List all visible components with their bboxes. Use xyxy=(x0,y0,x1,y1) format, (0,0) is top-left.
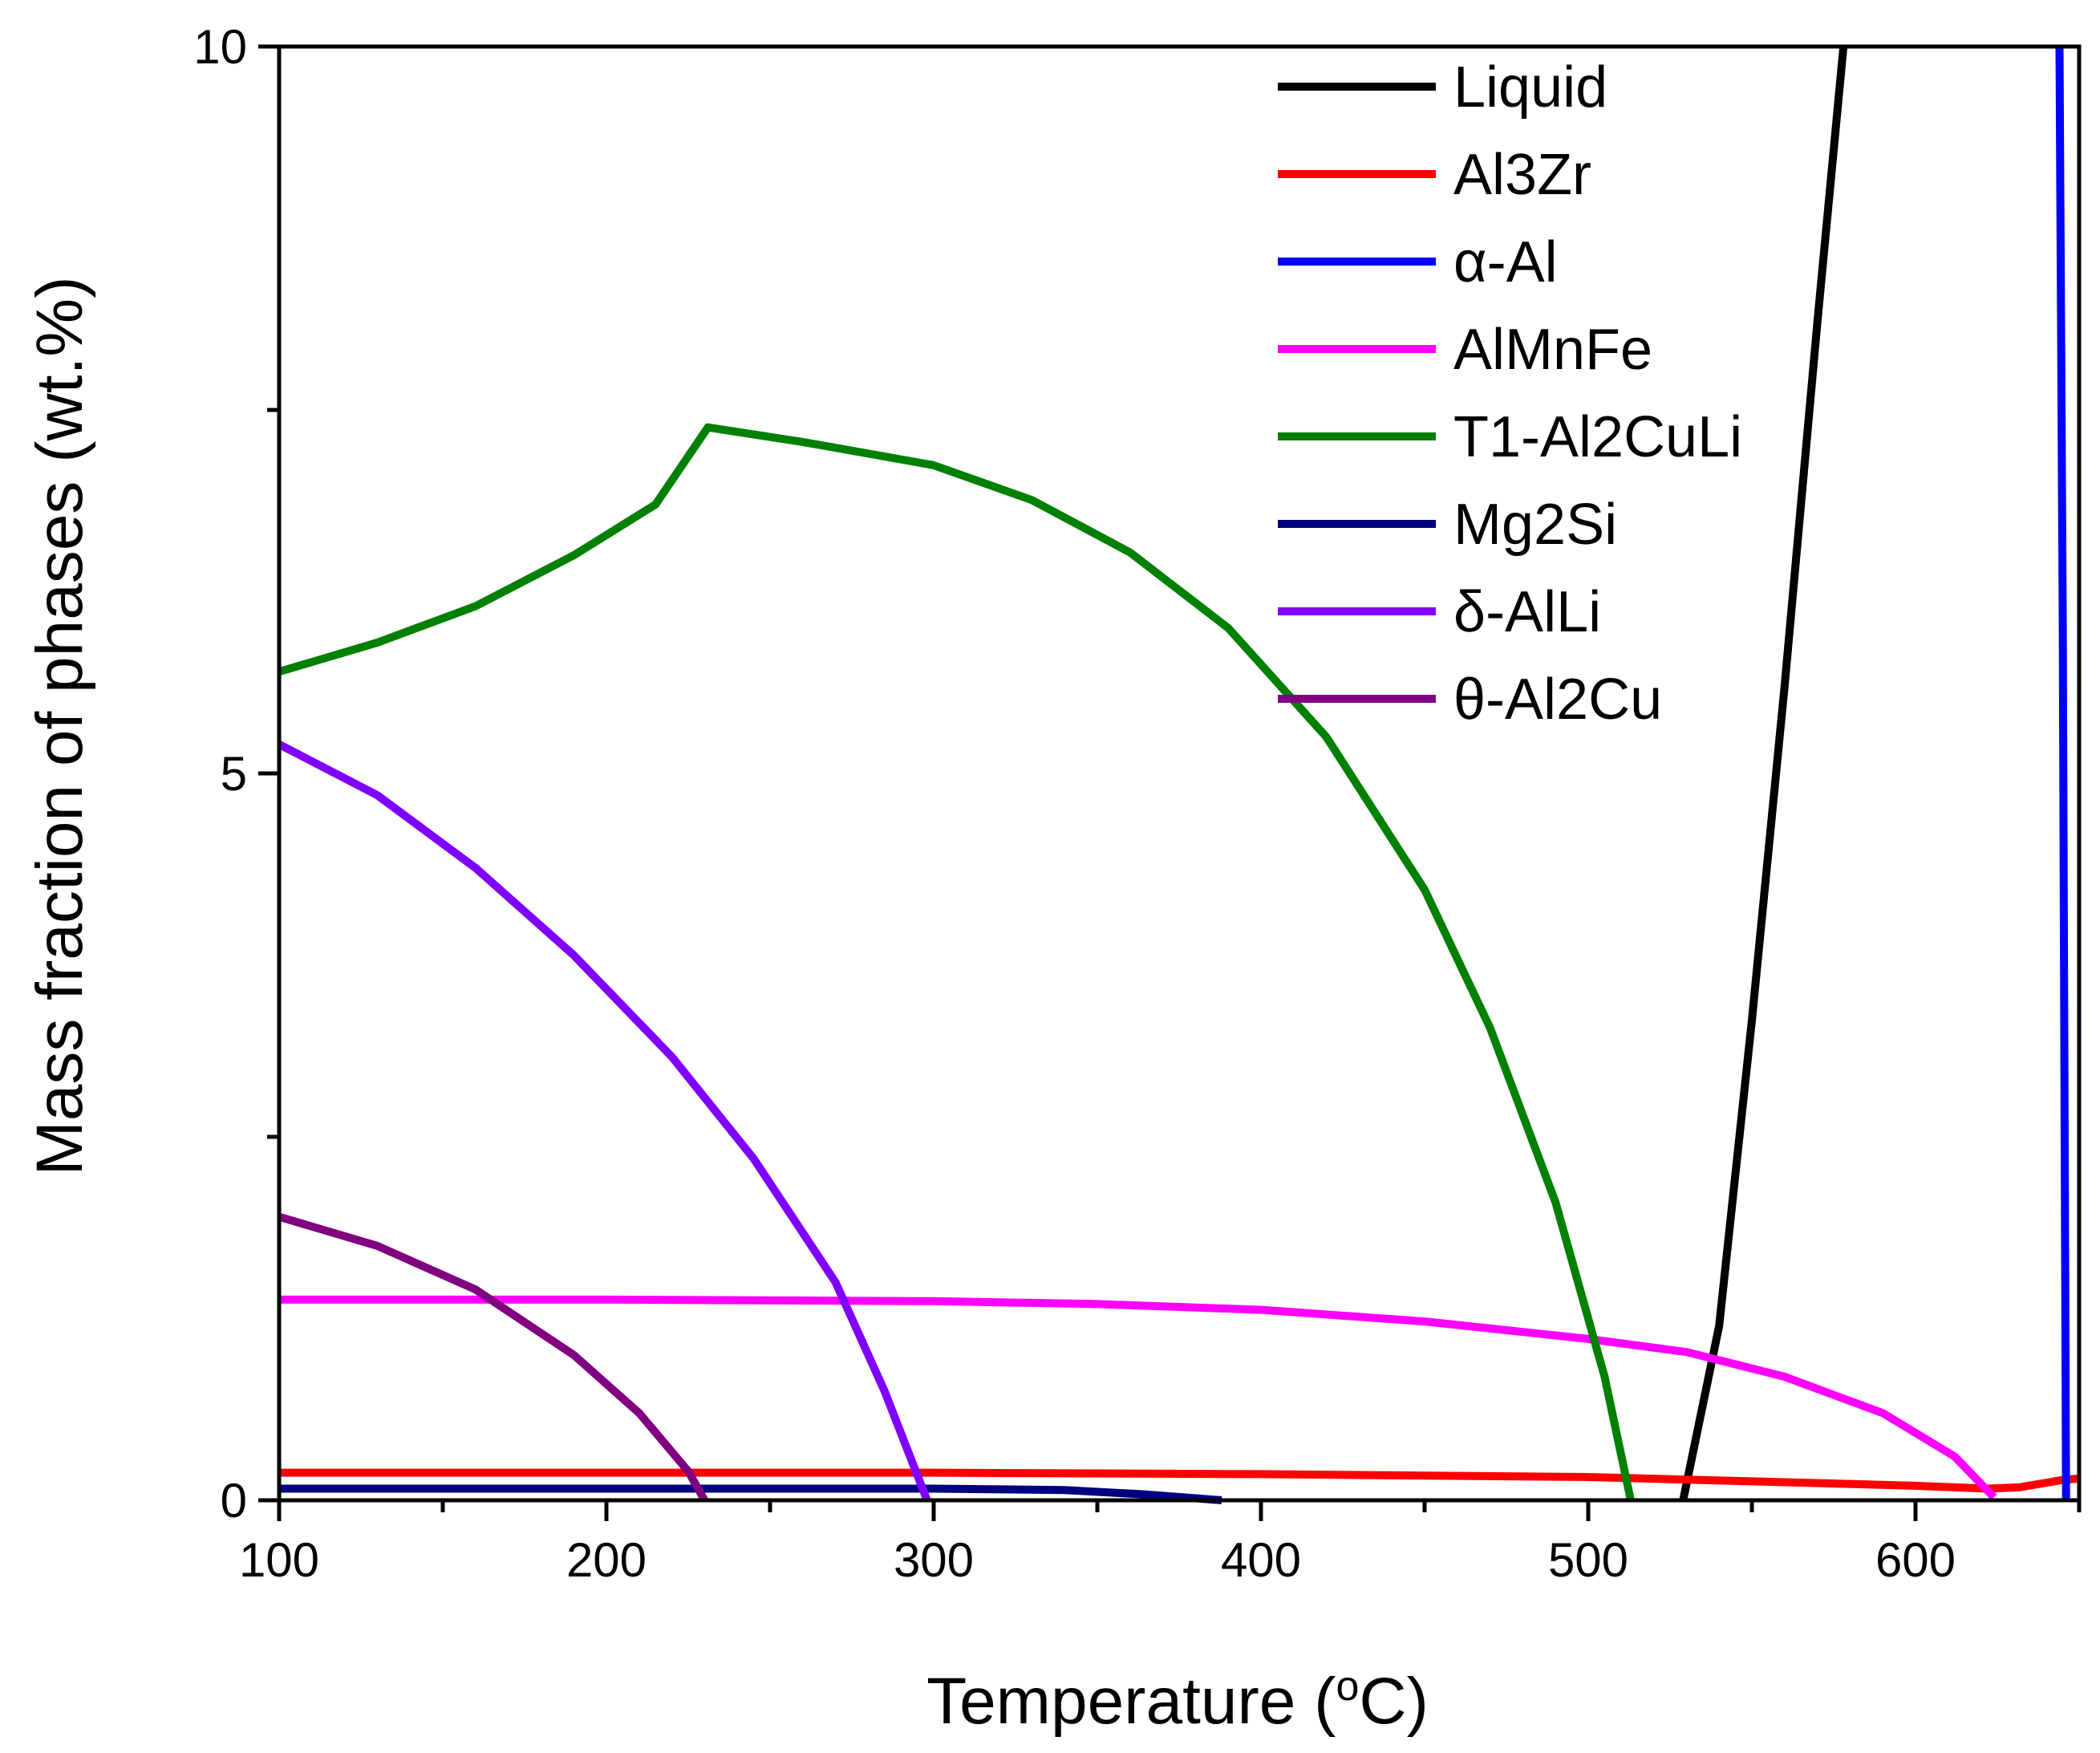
legend-label: AlMnFe xyxy=(1453,318,1652,382)
series-line-almnfe xyxy=(279,1295,1997,1500)
series-line-alpha-al xyxy=(2055,46,2070,1501)
x-tick-label: 200 xyxy=(566,1533,647,1587)
series-line-al3zr xyxy=(279,1468,2080,1493)
x-axis-title-unit: C) xyxy=(1359,1665,1429,1738)
y-tick-labels: 0 5 10 xyxy=(193,20,247,1528)
y-axis-title: Mass fraction of phases (wt.%) xyxy=(23,276,96,1175)
x-tick-label: 500 xyxy=(1548,1533,1628,1587)
x-tick-label: 400 xyxy=(1221,1533,1301,1587)
x-tick-label: 300 xyxy=(894,1533,974,1587)
legend: Liquid Al3Zr α-Al AlMnFe T1-Al2CuLi Mg2Si δ-Al… xyxy=(1278,55,1742,732)
legend-label: θ-Al2Cu xyxy=(1453,668,1662,732)
x-axis-title-superscript: o xyxy=(1336,1663,1359,1710)
y-tick-label: 0 xyxy=(221,1474,247,1528)
y-tick-label: 5 xyxy=(221,747,247,801)
legend-label: Al3Zr xyxy=(1453,143,1591,207)
legend-item-mg2si: Mg2Si xyxy=(1278,493,1617,557)
legend-item-theta-al2cu: θ-Al2Cu xyxy=(1278,668,1662,732)
series-line-t1-al2culi xyxy=(278,423,1635,1502)
series-line-theta-al2cu xyxy=(278,1212,708,1503)
x-tick-label: 600 xyxy=(1875,1533,1956,1587)
legend-label: T1-Al2CuLi xyxy=(1453,405,1742,469)
x-tick-labels: 100 200 300 400 500 600 xyxy=(239,1533,1956,1587)
y-tick-label: 10 xyxy=(193,20,247,74)
x-axis-title: Temperature (oC) xyxy=(926,1663,1429,1738)
legend-item-delta-alli: δ-AlLi xyxy=(1278,580,1601,644)
legend-item-al3zr: Al3Zr xyxy=(1278,143,1591,207)
legend-label: δ-AlLi xyxy=(1453,580,1601,644)
series-line-liquid xyxy=(1679,46,1848,1502)
x-tick-label: 100 xyxy=(239,1533,319,1587)
x-axis-title-main: Temperature ( xyxy=(926,1665,1336,1738)
legend-label: Liquid xyxy=(1453,55,1607,120)
legend-label: Mg2Si xyxy=(1453,493,1617,557)
plot-frame xyxy=(277,44,2082,1503)
series-line-delta-alli xyxy=(277,741,931,1502)
legend-item-t1-al2culi: T1-Al2CuLi xyxy=(1278,405,1742,469)
legend-item-almnfe: AlMnFe xyxy=(1278,318,1652,382)
legend-item-alpha-al: α-Al xyxy=(1278,230,1558,294)
series-layer xyxy=(277,46,2080,1504)
legend-item-liquid: Liquid xyxy=(1278,55,1607,120)
legend-label: α-Al xyxy=(1453,230,1558,294)
series-line-mg2si xyxy=(279,1484,1222,1504)
